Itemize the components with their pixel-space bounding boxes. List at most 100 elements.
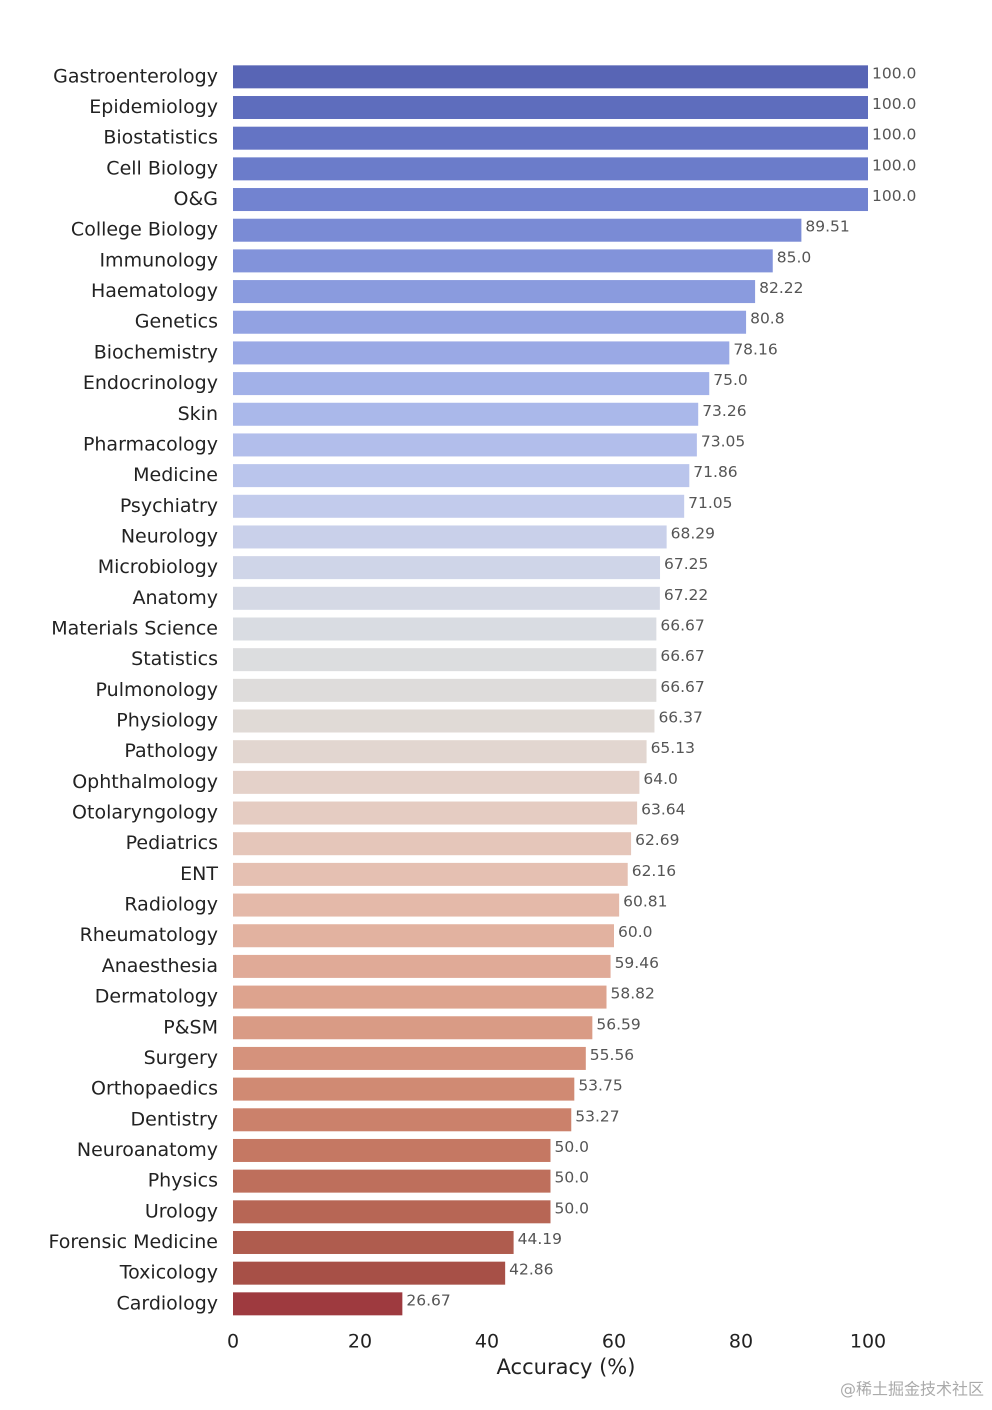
bar	[233, 341, 730, 365]
y-tick-label: Forensic Medicine	[48, 1231, 218, 1253]
y-tick-label: Skin	[178, 403, 218, 425]
bar	[233, 770, 640, 794]
value-label: 100.0	[872, 187, 916, 205]
bar	[233, 954, 611, 978]
value-label: 89.51	[805, 218, 849, 236]
y-tick-label: Anaesthesia	[102, 955, 218, 977]
y-tick-label: Medicine	[133, 464, 218, 486]
y-tick-label: Dermatology	[95, 986, 218, 1008]
watermark: @稀土掘金技术社区	[840, 1380, 984, 1399]
y-tick-label: Neuroanatomy	[77, 1139, 218, 1161]
y-tick-label: Immunology	[99, 249, 218, 271]
bar	[233, 832, 632, 856]
y-tick-label: Orthopaedics	[91, 1078, 218, 1100]
bar	[233, 65, 868, 89]
value-label: 68.29	[671, 524, 715, 542]
bar	[233, 188, 868, 212]
bar	[233, 464, 690, 488]
bar	[233, 1292, 403, 1316]
bar	[233, 96, 868, 120]
value-label: 71.86	[693, 463, 737, 481]
y-tick-label: Statistics	[131, 648, 218, 670]
x-tick-label: 0	[227, 1331, 239, 1353]
x-tick-label: 80	[729, 1331, 753, 1353]
bar	[233, 1169, 551, 1193]
y-tick-label: Microbiology	[98, 556, 218, 578]
y-tick-label: Dentistry	[131, 1108, 219, 1130]
y-tick-label: Cell Biology	[106, 157, 218, 179]
bar	[233, 862, 628, 886]
y-tick-label: Psychiatry	[120, 495, 218, 517]
bar	[233, 1138, 551, 1162]
x-tick-label: 20	[348, 1331, 372, 1353]
bar	[233, 1046, 586, 1070]
value-label: 50.0	[555, 1199, 590, 1217]
bar	[233, 556, 661, 580]
y-tick-label: Haematology	[91, 280, 218, 302]
bar	[233, 249, 773, 273]
y-tick-label: Biostatistics	[103, 127, 218, 149]
y-tick-label: Surgery	[144, 1047, 218, 1069]
y-tick-label: Rheumatology	[80, 924, 218, 946]
x-axis-label: Accuracy (%)	[497, 1355, 636, 1379]
value-label: 58.82	[611, 985, 655, 1003]
value-label: 73.05	[701, 432, 745, 450]
value-label: 64.0	[643, 770, 678, 788]
value-label: 53.27	[575, 1107, 619, 1125]
y-tick-label: Cardiology	[116, 1292, 218, 1314]
x-tick-label: 100	[850, 1331, 886, 1353]
bar	[233, 280, 756, 304]
y-tick-label: Genetics	[135, 311, 218, 333]
y-tick-label: Endocrinology	[83, 372, 218, 394]
y-tick-label: Materials Science	[51, 617, 218, 639]
y-tick-label: ENT	[180, 863, 218, 885]
bar	[233, 617, 657, 641]
value-label: 67.25	[664, 555, 708, 573]
y-tick-label: Pathology	[124, 740, 218, 762]
bar	[233, 494, 685, 518]
bar	[233, 1077, 575, 1101]
value-label: 73.26	[702, 402, 746, 420]
bar	[233, 310, 747, 334]
y-tick-label: P&SM	[163, 1016, 218, 1038]
bar	[233, 1261, 506, 1285]
bar	[233, 985, 607, 1009]
bar	[233, 157, 868, 181]
value-label: 62.16	[632, 862, 676, 880]
y-tick-label: Pharmacology	[83, 433, 218, 455]
y-tick-label: Toxicology	[119, 1262, 218, 1284]
value-label: 26.67	[406, 1291, 450, 1309]
x-tick-label: 60	[602, 1331, 626, 1353]
bar	[233, 433, 697, 457]
value-label: 55.56	[590, 1046, 634, 1064]
y-tick-label: Otolaryngology	[72, 802, 218, 824]
y-tick-label: Neurology	[121, 525, 218, 547]
value-label: 62.69	[635, 831, 679, 849]
y-tick-label: Gastroenterology	[53, 65, 218, 87]
value-label: 100.0	[872, 126, 916, 144]
value-label: 66.67	[660, 616, 704, 634]
bar	[233, 1016, 593, 1040]
y-tick-label: Epidemiology	[89, 96, 218, 118]
y-tick-label: Physiology	[116, 710, 218, 732]
bar	[233, 402, 699, 426]
value-label: 78.16	[733, 340, 777, 358]
y-tick-label: Radiology	[124, 894, 218, 916]
bar	[233, 586, 660, 610]
y-tick-label: Anatomy	[132, 587, 218, 609]
value-label: 50.0	[555, 1138, 590, 1156]
y-tick-label: Pediatrics	[126, 832, 218, 854]
value-label: 59.46	[615, 954, 659, 972]
value-label: 63.64	[641, 801, 685, 819]
value-label: 65.13	[651, 739, 695, 757]
bar	[233, 218, 802, 242]
bar	[233, 801, 638, 825]
value-label: 82.22	[759, 279, 803, 297]
bar	[233, 1200, 551, 1224]
value-label: 66.67	[660, 678, 704, 696]
value-label: 85.0	[777, 248, 812, 266]
bar	[233, 1230, 514, 1254]
value-label: 44.19	[518, 1230, 562, 1248]
bar	[233, 126, 868, 150]
bar	[233, 648, 657, 672]
